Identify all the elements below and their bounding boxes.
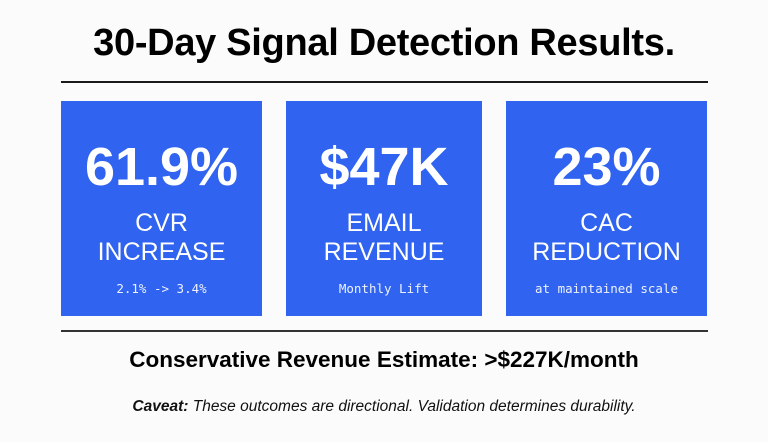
metric-label: EMAIL REVENUE: [286, 209, 482, 267]
caveat-note: Caveat: These outcomes are directional. …: [0, 398, 768, 416]
metric-card-cvr: 61.9% CVR INCREASE 2.1% -> 3.4%: [61, 101, 262, 316]
metric-label-line2: INCREASE: [97, 238, 226, 266]
metric-detail: Monthly Lift: [338, 281, 430, 296]
metric-detail: at maintained scale: [535, 281, 678, 296]
metric-label-line1: CVR: [135, 209, 188, 237]
metric-label-line1: CAC: [580, 209, 633, 237]
metric-label: CAC REDUCTION: [506, 209, 707, 267]
metric-detail: 2.1% -> 3.4%: [116, 281, 207, 296]
caveat-label: Caveat:: [132, 398, 189, 415]
bottom-divider: [61, 330, 708, 332]
page-title: 30-Day Signal Detection Results.: [93, 22, 675, 64]
top-divider: [61, 81, 708, 83]
revenue-estimate: Conservative Revenue Estimate: >$227K/mo…: [129, 347, 639, 372]
metric-label: CVR INCREASE: [61, 209, 262, 267]
metric-value: 61.9%: [84, 137, 239, 197]
metric-card-cac: 23% CAC REDUCTION at maintained scale: [506, 101, 707, 316]
metric-label-line2: REDUCTION: [532, 238, 681, 266]
metric-value: 23%: [552, 137, 661, 197]
metric-label-line1: EMAIL: [346, 209, 422, 237]
metric-card-email-revenue: $47K EMAIL REVENUE Monthly Lift: [286, 101, 482, 316]
metric-value: $47K: [319, 137, 449, 197]
caveat-text: These outcomes are directional. Validati…: [188, 398, 636, 415]
metric-label-line2: REVENUE: [323, 238, 445, 266]
